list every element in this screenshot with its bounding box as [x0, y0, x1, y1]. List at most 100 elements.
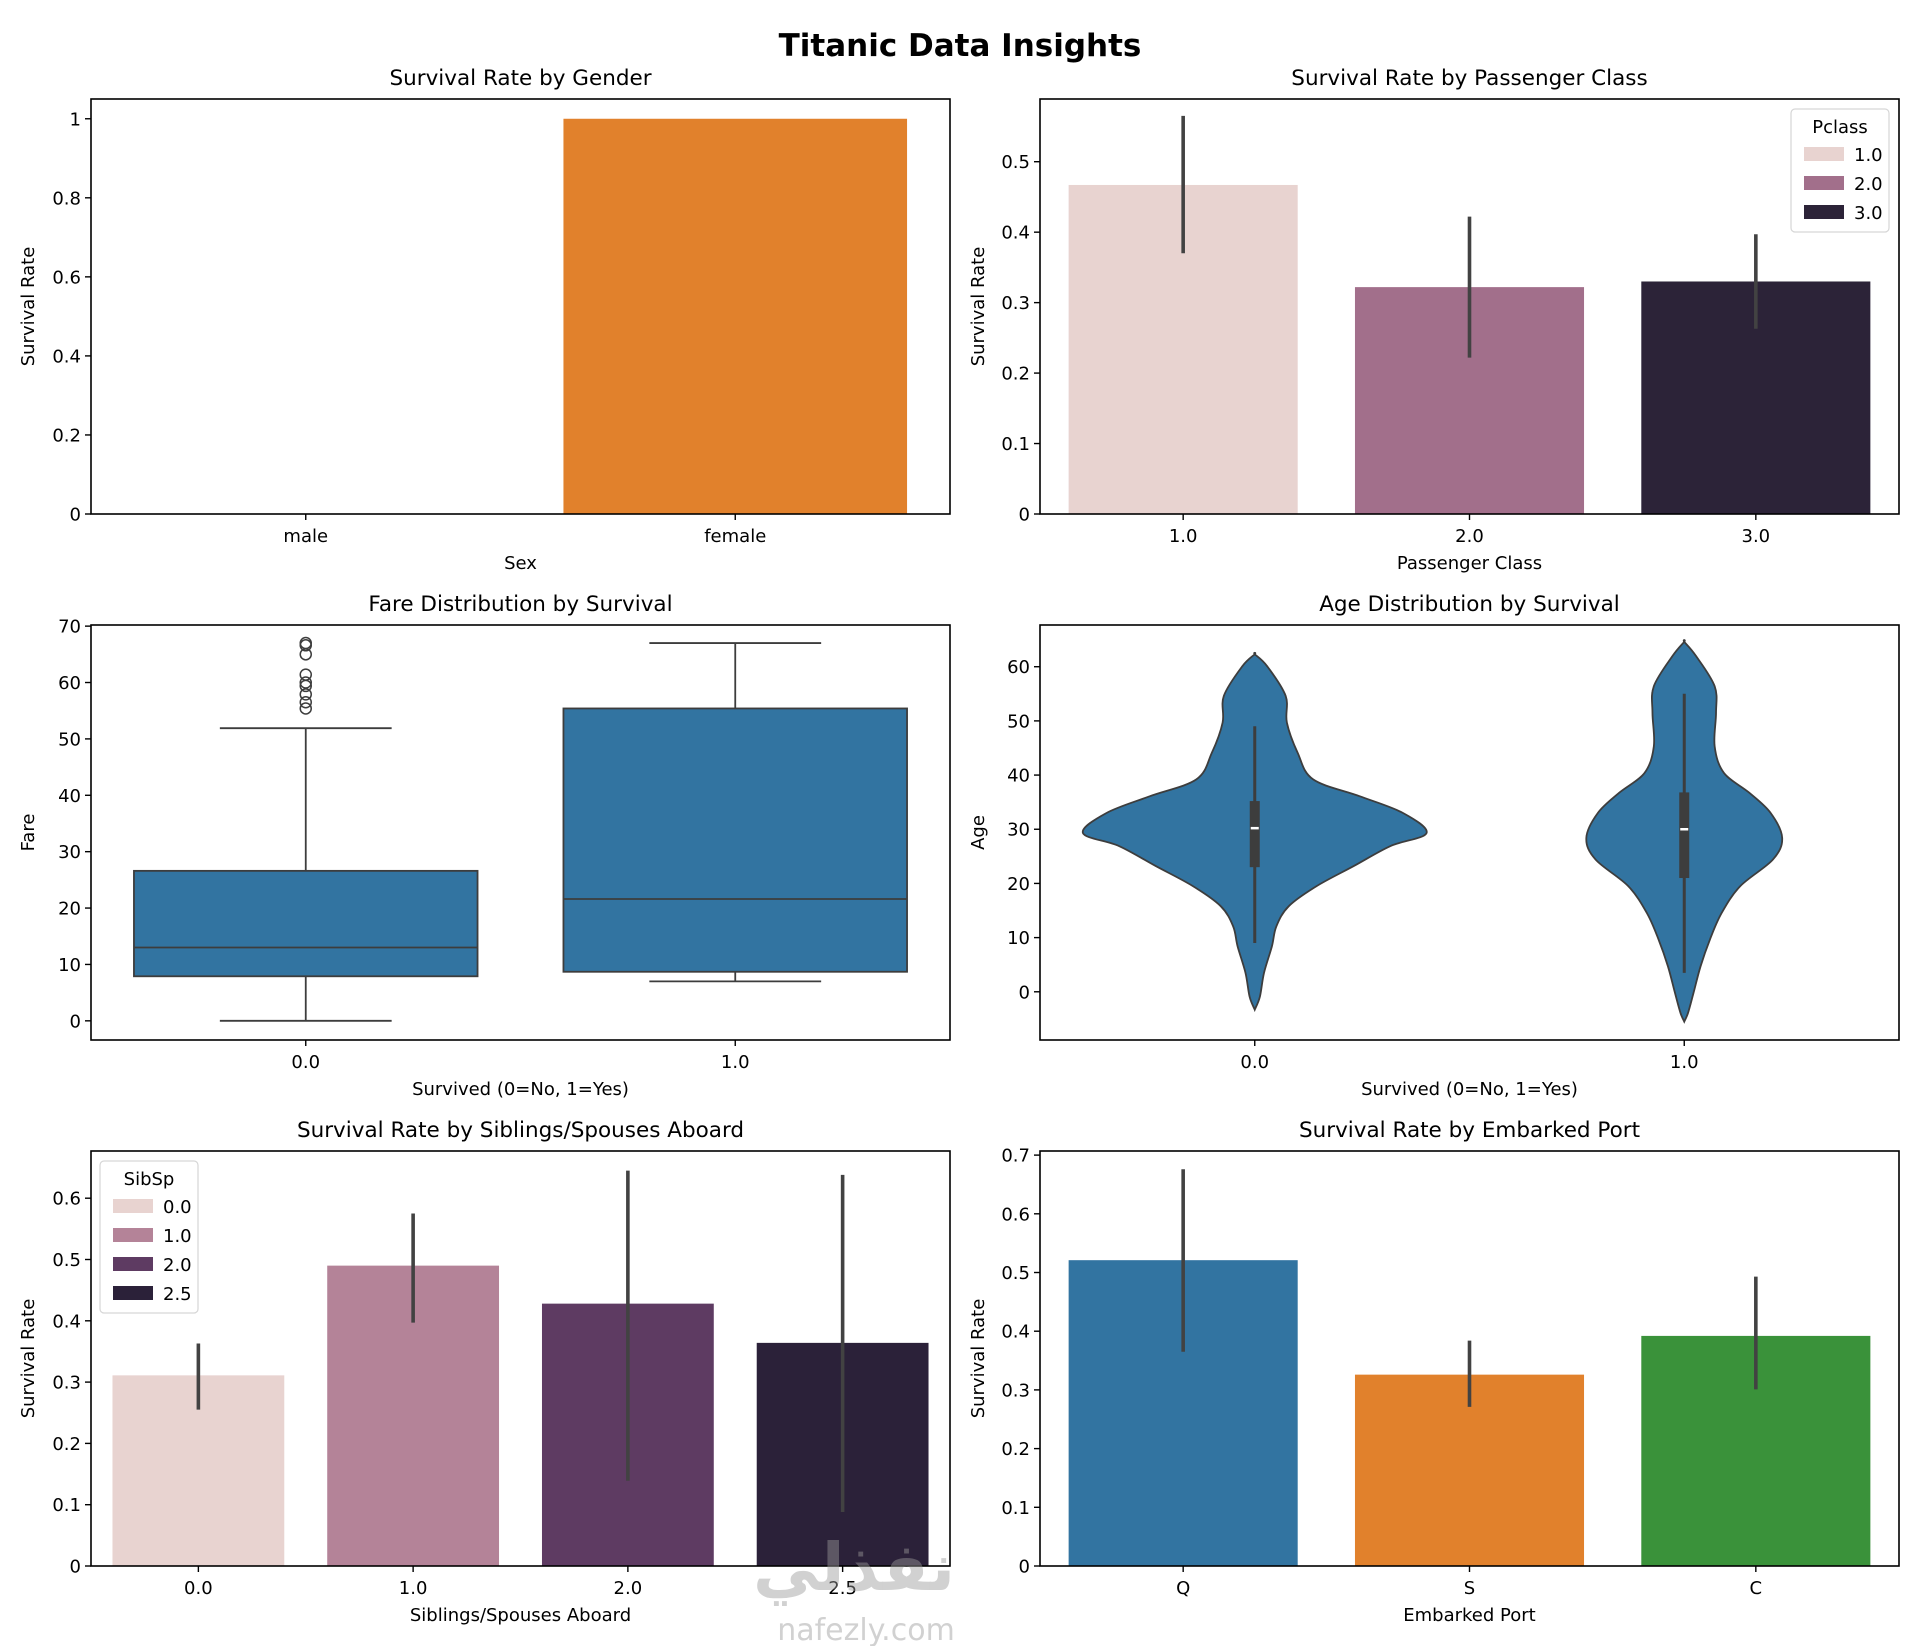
outlier-point [299, 695, 312, 709]
subplot-fare: Fare Distribution by Survival 0 10 20 30 40 50… [18, 592, 951, 1100]
y-tick-label: 20 [1007, 874, 1030, 895]
subplot-title: Survival Rate by Siblings/Spouses Aboard [297, 1118, 744, 1143]
y-tick-label: 0 [1019, 1557, 1030, 1578]
y-tick-label: 0.4 [52, 346, 81, 367]
outlier-point [299, 702, 312, 715]
y-tick-label: 0.1 [1001, 434, 1030, 455]
y-tick-label: 0.1 [1001, 1498, 1030, 1519]
x-tick-label: male [283, 526, 328, 547]
y-tick-label: 40 [1007, 766, 1030, 787]
legend: SibSp 0.0 1.0 2.0 2.5 [99, 1160, 199, 1314]
violin-iqr-box [1679, 792, 1690, 879]
subplot-title: Survival Rate by Passenger Class [1291, 66, 1647, 91]
legend-swatch [113, 1286, 153, 1300]
y-tick-label: 1 [70, 109, 81, 130]
x-axis-label: Siblings/Spouses Aboard [410, 1605, 631, 1626]
violin-iqr-box [1249, 801, 1260, 868]
legend-title: Pclass [1812, 117, 1868, 138]
subplot-sibsp: Survival Rate by Siblings/Spouses Aboard… [18, 1118, 951, 1626]
x-tick-label: 3.0 [1742, 526, 1771, 547]
y-axis-label: Age [968, 815, 989, 850]
bar-female [563, 118, 908, 514]
y-tick-label: 10 [58, 955, 81, 976]
y-tick-label: 60 [58, 673, 81, 694]
y-tick-label: 0.6 [52, 267, 81, 288]
outlier-point [299, 636, 312, 650]
legend-label: 2.0 [1854, 174, 1883, 195]
y-tick-label: 0.5 [52, 1250, 81, 1271]
y-tick-label: 50 [58, 729, 81, 750]
legend-swatch [1804, 205, 1844, 219]
y-tick-label: 0.2 [1001, 364, 1030, 385]
y-tick-label: 0.3 [52, 1373, 81, 1394]
y-tick-label: 20 [58, 899, 81, 920]
legend-label: 1.0 [1854, 145, 1883, 166]
y-tick-label: 0 [1019, 982, 1030, 1003]
x-tick-label: 2.5 [828, 1578, 857, 1599]
x-axis-label: Sex [504, 553, 537, 574]
x-tick-label: 0.0 [184, 1578, 213, 1599]
axes-frame [90, 624, 951, 1041]
y-tick-label: 0.4 [1001, 223, 1030, 244]
subplot-title: Survival Rate by Gender [389, 66, 651, 91]
y-tick-label: 0.4 [1001, 1322, 1030, 1343]
legend-frame [1790, 108, 1890, 233]
y-tick-label: 0.1 [52, 1495, 81, 1516]
axes-frame [90, 1150, 951, 1567]
legend-swatch [113, 1257, 153, 1271]
figure-title: Titanic Data Insights [779, 28, 1142, 64]
x-tick-label: 1.0 [399, 1578, 428, 1599]
legend-label: 1.0 [163, 1226, 192, 1247]
legend: Pclass 1.0 2.0 3.0 [1790, 108, 1890, 233]
watermark: نفذلي nafezly.com [753, 1529, 955, 1646]
y-tick-label: 0.2 [52, 1434, 81, 1455]
x-tick-label: female [704, 526, 766, 547]
x-tick-label: 0.0 [291, 1052, 320, 1073]
subplot-title: Age Distribution by Survival [1319, 592, 1620, 617]
y-tick-label: 30 [1007, 820, 1030, 841]
outlier-point [299, 676, 312, 689]
x-tick-label: 0.0 [1240, 1052, 1269, 1073]
subplot-embarked: Survival Rate by Embarked Port 0 0.1 0.2 0.3… [968, 1118, 1900, 1626]
subplot-title: Survival Rate by Embarked Port [1299, 1118, 1640, 1143]
subplot-gender: Survival Rate by Gender 0 0.2 0.4 0.6 0.8 1 mal… [18, 66, 951, 574]
axes-frame [90, 98, 951, 515]
axes-frame [1039, 624, 1900, 1041]
legend-swatch [1804, 147, 1844, 161]
x-tick-label: 1.0 [1670, 1052, 1699, 1073]
x-tick-label: Q [1176, 1578, 1190, 1599]
box-iqr-0.0 [133, 869, 479, 978]
x-axis-label: Embarked Port [1403, 1605, 1535, 1626]
y-axis-label: Survival Rate [18, 247, 39, 367]
y-tick-label: 60 [1007, 657, 1030, 678]
y-tick-label: 0 [70, 505, 81, 526]
subplot-age: Age Distribution by Survival 0 10 20 30 40 50 6… [968, 592, 1900, 1100]
y-tick-label: 0.2 [1001, 1439, 1030, 1460]
y-tick-label: 50 [1007, 711, 1030, 732]
y-tick-label: 0.2 [52, 425, 81, 446]
legend-swatch [1804, 176, 1844, 190]
x-tick-label: 1.0 [721, 1052, 750, 1073]
box-iqr-1.0 [562, 707, 908, 973]
x-axis-label: Survived (0=No, 1=Yes) [1361, 1079, 1578, 1100]
y-tick-label: 0.6 [52, 1189, 81, 1210]
x-axis-label: Survived (0=No, 1=Yes) [412, 1079, 629, 1100]
outlier-point [299, 668, 312, 681]
legend-swatch [113, 1228, 153, 1242]
outlier-point [299, 688, 312, 701]
subplot-title: Fare Distribution by Survival [368, 592, 672, 617]
legend-swatch [113, 1199, 153, 1213]
y-axis-label: Survival Rate [18, 1299, 39, 1419]
x-tick-label: 1.0 [1169, 526, 1198, 547]
watermark-arabic: نفذلي [753, 1529, 955, 1606]
y-tick-label: 10 [1007, 928, 1030, 949]
watermark-latin: nafezly.com [777, 1613, 955, 1646]
x-tick-label: 2.0 [1455, 526, 1484, 547]
y-tick-label: 0.8 [52, 188, 81, 209]
x-tick-label: S [1464, 1578, 1475, 1599]
x-axis-label: Passenger Class [1397, 553, 1542, 574]
legend-title: SibSp [124, 1169, 175, 1190]
y-tick-label: 0 [70, 1557, 81, 1578]
y-tick-label: 0 [70, 1011, 81, 1032]
